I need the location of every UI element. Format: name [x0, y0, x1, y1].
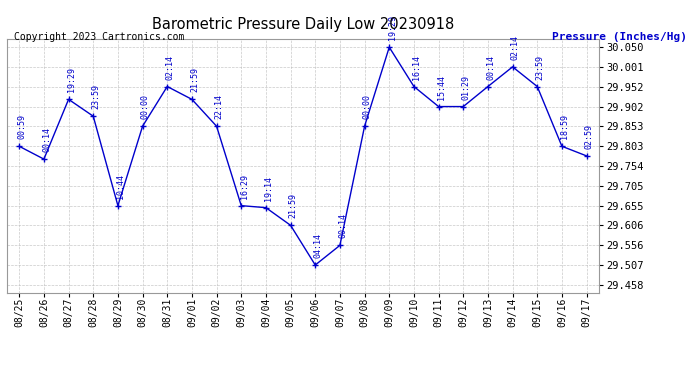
Text: 02:14: 02:14: [511, 35, 520, 60]
Text: 22:14: 22:14: [215, 94, 224, 119]
Text: Barometric Pressure Daily Low 20230918: Barometric Pressure Daily Low 20230918: [152, 17, 455, 32]
Text: 00:00: 00:00: [141, 94, 150, 119]
Text: 00:14: 00:14: [42, 127, 51, 152]
Text: 16:14: 16:14: [412, 55, 421, 80]
Text: 21:59: 21:59: [190, 68, 199, 92]
Text: 10:44: 10:44: [116, 174, 125, 199]
Text: 18:59: 18:59: [560, 114, 569, 140]
Text: 04:14: 04:14: [313, 233, 322, 258]
Text: 00:00: 00:00: [363, 94, 372, 119]
Text: Pressure (Inches/Hg): Pressure (Inches/Hg): [551, 32, 687, 42]
Text: 21:59: 21:59: [289, 194, 298, 218]
Text: 01:29: 01:29: [462, 75, 471, 100]
Text: 00:59: 00:59: [17, 114, 26, 140]
Text: 00:14: 00:14: [486, 55, 495, 80]
Text: 23:59: 23:59: [92, 84, 101, 109]
Text: 16:29: 16:29: [239, 174, 248, 199]
Text: 02:59: 02:59: [585, 124, 594, 149]
Text: 19:14: 19:14: [264, 176, 273, 201]
Text: 15:44: 15:44: [437, 75, 446, 100]
Text: 23:59: 23:59: [535, 55, 544, 80]
Text: 19:29: 19:29: [388, 15, 397, 40]
Text: 19:29: 19:29: [67, 68, 76, 92]
Text: 00:14: 00:14: [338, 213, 347, 238]
Text: 02:14: 02:14: [166, 55, 175, 80]
Text: Copyright 2023 Cartronics.com: Copyright 2023 Cartronics.com: [14, 32, 184, 42]
